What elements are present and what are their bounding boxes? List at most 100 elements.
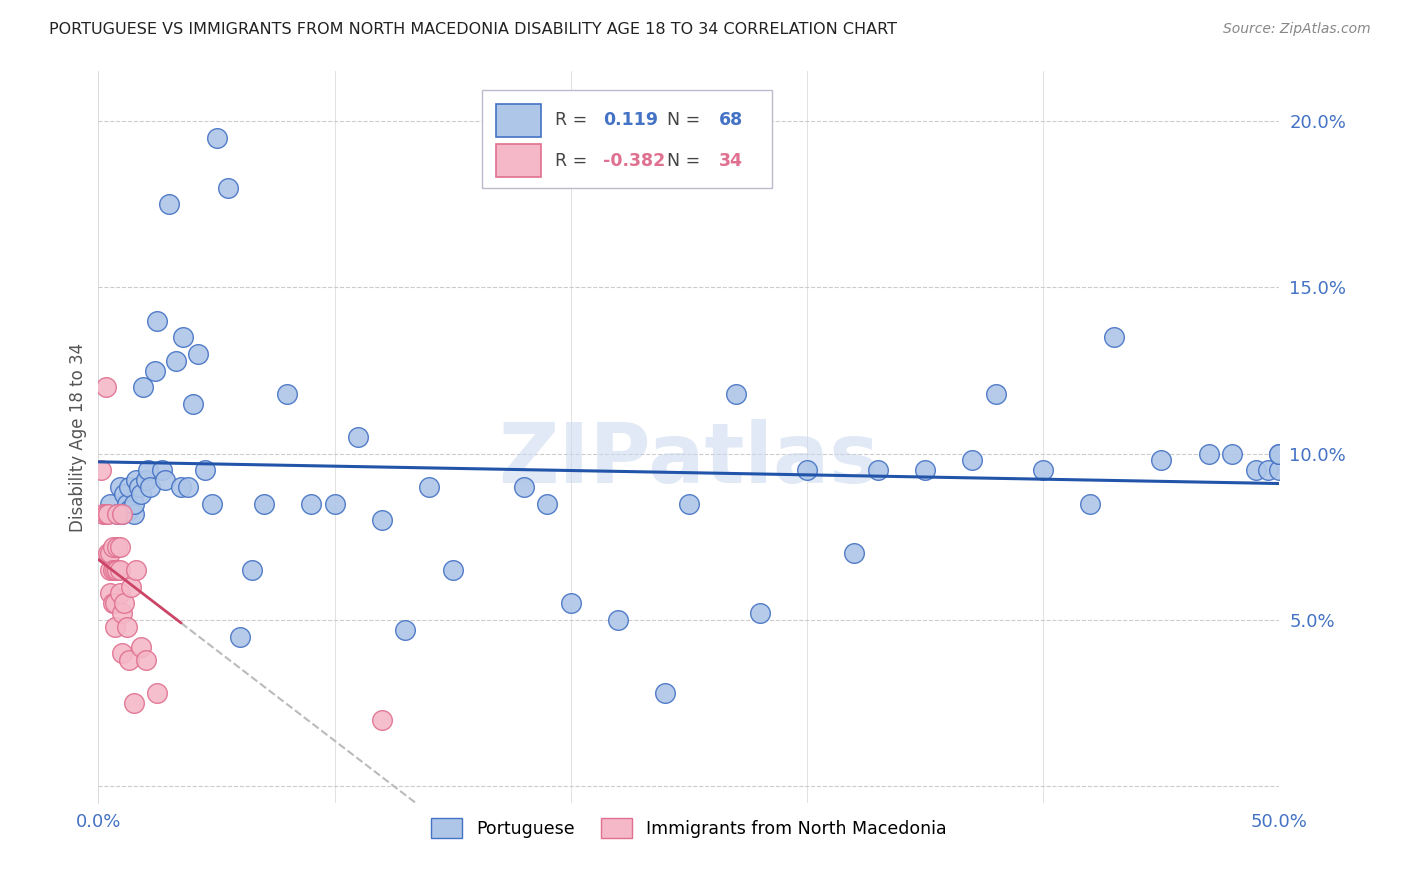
Point: [105, 507, 128, 521]
Point: [94, 380, 117, 394]
Text: N =: N =: [655, 112, 706, 129]
Point: [536, 497, 558, 511]
Point: [101, 563, 124, 577]
Point: [725, 387, 748, 401]
Y-axis label: Disability Age 18 to 34: Disability Age 18 to 34: [69, 343, 87, 532]
Point: [132, 380, 155, 394]
Text: 0.119: 0.119: [603, 112, 658, 129]
Point: [118, 653, 141, 667]
Point: [205, 131, 228, 145]
Point: [104, 596, 127, 610]
Point: [962, 453, 984, 467]
Point: [112, 486, 135, 500]
Text: R =: R =: [555, 152, 593, 169]
Text: 68: 68: [718, 112, 742, 129]
Point: [111, 607, 134, 621]
Point: [97, 546, 120, 560]
Point: [90, 463, 112, 477]
Point: [1268, 463, 1291, 477]
Point: [98, 546, 121, 560]
Text: Source: ZipAtlas.com: Source: ZipAtlas.com: [1223, 22, 1371, 37]
Point: [229, 630, 252, 644]
Point: [678, 497, 700, 511]
Point: [101, 596, 124, 610]
Text: ZIPatlas: ZIPatlas: [499, 418, 879, 500]
Point: [111, 646, 134, 660]
Point: [1198, 447, 1220, 461]
Point: [101, 540, 124, 554]
Point: [98, 586, 121, 600]
Text: N =: N =: [655, 152, 706, 169]
Point: [112, 596, 135, 610]
Point: [201, 497, 224, 511]
Point: [1244, 463, 1267, 477]
Point: [371, 513, 394, 527]
Point: [796, 463, 818, 477]
Point: [418, 480, 440, 494]
Point: [111, 507, 134, 521]
Point: [1102, 330, 1125, 344]
FancyBboxPatch shape: [482, 90, 772, 188]
Text: R =: R =: [555, 112, 593, 129]
Point: [866, 463, 889, 477]
Point: [121, 580, 143, 594]
Point: [1032, 463, 1054, 477]
Point: [135, 653, 157, 667]
Point: [187, 347, 209, 361]
Point: [135, 473, 157, 487]
Point: [153, 473, 176, 487]
Point: [253, 497, 276, 511]
Point: [108, 480, 131, 494]
Point: [441, 563, 464, 577]
Point: [139, 480, 162, 494]
Point: [104, 619, 127, 633]
FancyBboxPatch shape: [496, 145, 541, 177]
Point: [98, 497, 121, 511]
Point: [118, 503, 141, 517]
Point: [143, 363, 166, 377]
Point: [108, 540, 131, 554]
Point: [157, 197, 180, 211]
Point: [108, 586, 131, 600]
Point: [170, 480, 193, 494]
Point: [115, 619, 138, 633]
Legend: Portuguese, Immigrants from North Macedonia: Portuguese, Immigrants from North Macedo…: [425, 812, 953, 846]
Point: [748, 607, 770, 621]
Point: [394, 623, 416, 637]
Point: [94, 507, 117, 521]
Point: [217, 180, 239, 194]
Point: [984, 387, 1007, 401]
Point: [115, 497, 138, 511]
Point: [122, 696, 145, 710]
Point: [98, 563, 121, 577]
Point: [181, 397, 204, 411]
Point: [118, 480, 141, 494]
Point: [194, 463, 217, 477]
Point: [129, 486, 152, 500]
Point: [108, 563, 131, 577]
Point: [146, 314, 169, 328]
Point: [91, 507, 114, 521]
Point: [1257, 463, 1279, 477]
Point: [914, 463, 936, 477]
Text: 34: 34: [718, 152, 742, 169]
Point: [104, 563, 127, 577]
Point: [347, 430, 370, 444]
Text: -0.382: -0.382: [603, 152, 665, 169]
Text: PORTUGUESE VS IMMIGRANTS FROM NORTH MACEDONIA DISABILITY AGE 18 TO 34 CORRELATIO: PORTUGUESE VS IMMIGRANTS FROM NORTH MACE…: [49, 22, 897, 37]
Point: [128, 480, 150, 494]
Point: [150, 463, 173, 477]
Point: [105, 563, 128, 577]
Point: [97, 507, 120, 521]
Point: [172, 330, 194, 344]
Point: [1080, 497, 1102, 511]
Point: [105, 540, 128, 554]
Point: [177, 480, 200, 494]
Point: [1268, 447, 1291, 461]
Point: [654, 686, 676, 700]
Point: [844, 546, 866, 560]
Point: [299, 497, 322, 511]
Point: [371, 713, 394, 727]
Point: [122, 497, 145, 511]
Point: [1150, 453, 1173, 467]
